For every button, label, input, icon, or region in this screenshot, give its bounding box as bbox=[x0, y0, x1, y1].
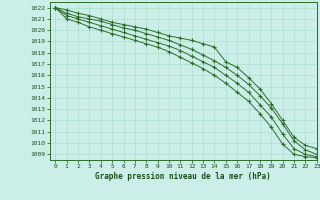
X-axis label: Graphe pression niveau de la mer (hPa): Graphe pression niveau de la mer (hPa) bbox=[95, 172, 271, 181]
